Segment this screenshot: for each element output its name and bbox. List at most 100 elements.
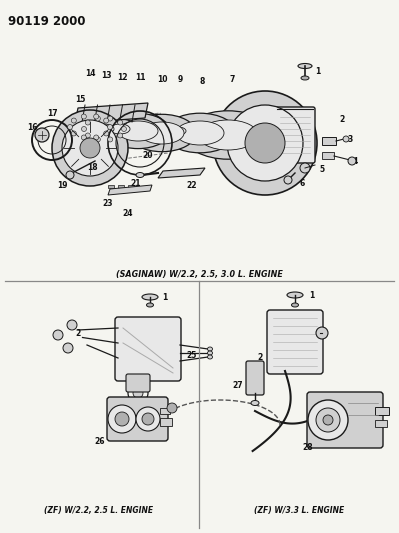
Circle shape: [67, 320, 77, 330]
Text: 9: 9: [178, 76, 183, 85]
Text: 20: 20: [143, 150, 153, 159]
Circle shape: [52, 110, 128, 186]
Circle shape: [80, 138, 100, 158]
Text: 13: 13: [101, 70, 111, 79]
Text: 1: 1: [315, 67, 321, 76]
Ellipse shape: [292, 303, 298, 307]
FancyBboxPatch shape: [246, 361, 264, 395]
Circle shape: [213, 91, 317, 195]
Text: 12: 12: [117, 72, 127, 82]
Ellipse shape: [164, 113, 236, 153]
Bar: [160, 418, 172, 426]
Text: 15: 15: [75, 94, 85, 103]
FancyBboxPatch shape: [107, 397, 168, 441]
Bar: [375, 407, 389, 415]
Polygon shape: [108, 185, 152, 195]
Text: 25: 25: [187, 351, 197, 359]
Text: (ZF) W/3.3 L. ENGINE: (ZF) W/3.3 L. ENGINE: [254, 506, 344, 515]
Ellipse shape: [207, 355, 213, 359]
Ellipse shape: [140, 122, 184, 144]
Text: 2: 2: [75, 328, 81, 337]
Circle shape: [300, 163, 310, 173]
Text: (SAGINAW) W/2.2, 2.5, 3.0 L. ENGINE: (SAGINAW) W/2.2, 2.5, 3.0 L. ENGINE: [116, 271, 282, 279]
Circle shape: [133, 388, 143, 398]
Circle shape: [115, 412, 129, 426]
Ellipse shape: [298, 63, 312, 69]
Circle shape: [104, 118, 109, 123]
Bar: [322, 137, 336, 145]
Circle shape: [348, 157, 356, 165]
Ellipse shape: [128, 114, 196, 152]
Ellipse shape: [74, 118, 106, 136]
Polygon shape: [158, 168, 205, 178]
Text: 10: 10: [157, 76, 167, 85]
Circle shape: [308, 400, 348, 440]
Bar: [160, 408, 170, 414]
Circle shape: [95, 116, 100, 121]
Text: 1: 1: [309, 290, 315, 300]
Circle shape: [316, 408, 340, 432]
Ellipse shape: [207, 347, 213, 351]
Text: 90119 2000: 90119 2000: [8, 15, 85, 28]
Text: 27: 27: [233, 381, 243, 390]
Bar: [108, 185, 114, 188]
Circle shape: [95, 137, 100, 142]
Text: (ZF) W/2.2, 2.5 L. ENGINE: (ZF) W/2.2, 2.5 L. ENGINE: [44, 506, 154, 515]
Ellipse shape: [110, 124, 130, 134]
Ellipse shape: [166, 124, 190, 138]
Text: 21: 21: [131, 179, 141, 188]
Ellipse shape: [136, 173, 144, 177]
Circle shape: [67, 125, 73, 130]
Circle shape: [142, 413, 154, 425]
Circle shape: [94, 114, 99, 119]
Text: 24: 24: [123, 208, 133, 217]
Circle shape: [108, 137, 113, 142]
Circle shape: [118, 120, 122, 125]
Circle shape: [71, 118, 76, 123]
Circle shape: [316, 327, 328, 339]
Ellipse shape: [184, 111, 272, 159]
Circle shape: [323, 415, 333, 425]
Ellipse shape: [170, 127, 186, 135]
Circle shape: [63, 343, 73, 353]
Circle shape: [71, 131, 76, 136]
FancyBboxPatch shape: [267, 310, 323, 374]
Text: 7: 7: [229, 76, 235, 85]
Ellipse shape: [146, 303, 154, 307]
Ellipse shape: [118, 121, 158, 141]
Ellipse shape: [251, 400, 259, 406]
Bar: [128, 185, 134, 188]
Text: 28: 28: [303, 443, 313, 453]
Text: 8: 8: [200, 77, 205, 85]
FancyBboxPatch shape: [126, 374, 150, 392]
Bar: [322, 152, 334, 159]
Ellipse shape: [86, 119, 122, 139]
Circle shape: [107, 125, 113, 130]
Text: 22: 22: [187, 181, 197, 190]
Ellipse shape: [94, 124, 114, 134]
Text: 2: 2: [257, 353, 263, 362]
Text: 5: 5: [320, 166, 324, 174]
Circle shape: [85, 120, 90, 125]
Text: 11: 11: [135, 72, 145, 82]
Circle shape: [35, 128, 49, 142]
Text: 6: 6: [299, 179, 304, 188]
FancyBboxPatch shape: [115, 317, 181, 381]
Ellipse shape: [207, 351, 213, 355]
Circle shape: [85, 133, 90, 138]
Circle shape: [81, 114, 86, 119]
Ellipse shape: [102, 119, 138, 139]
Ellipse shape: [287, 292, 303, 298]
Circle shape: [104, 131, 109, 136]
Circle shape: [81, 135, 86, 140]
Ellipse shape: [198, 120, 258, 150]
Text: 19: 19: [57, 181, 67, 190]
Polygon shape: [75, 103, 148, 123]
Text: 23: 23: [103, 198, 113, 207]
Text: 26: 26: [95, 437, 105, 446]
Circle shape: [284, 176, 292, 184]
FancyBboxPatch shape: [275, 107, 315, 163]
Circle shape: [118, 133, 122, 138]
Ellipse shape: [176, 121, 224, 145]
Text: 17: 17: [47, 109, 57, 117]
